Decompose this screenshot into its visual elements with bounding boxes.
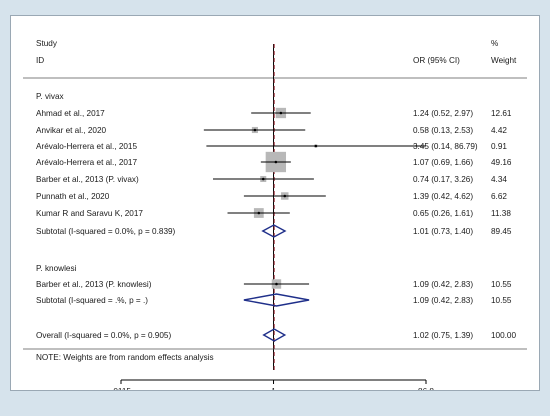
study-label: Anvikar et al., 2020	[36, 126, 107, 135]
study-label: Arévalo-Herrera et al., 2017	[36, 158, 137, 167]
header-weight: Weight	[491, 56, 517, 65]
study-or-ci: 0.74 (0.17, 3.26)	[413, 175, 473, 184]
study-label: Punnath et al., 2020	[36, 192, 110, 201]
subtotal-label: Subtotal (I-squared = 0.0%, p = 0.839)	[36, 227, 176, 236]
subtotal-diamond	[261, 224, 287, 238]
subtotal-diamond	[243, 293, 310, 307]
weights-note: NOTE: Weights are from random effects an…	[36, 353, 214, 362]
study-weight: 10.55	[491, 280, 512, 289]
study-or-ci: 1.07 (0.69, 1.66)	[413, 158, 473, 167]
study-label: Arévalo-Herrera et al., 2015	[36, 142, 137, 151]
x-tick-label: 86.8	[418, 387, 434, 390]
study-point	[279, 111, 283, 115]
subtotal-label: Subtotal (I-squared = .%, p = .)	[36, 296, 148, 305]
study-point	[261, 177, 265, 181]
study-point	[314, 144, 318, 148]
group-heading: P. vivax	[36, 92, 64, 101]
study-or-ci: 1.24 (0.52, 2.97)	[413, 109, 473, 118]
study-or-ci: 0.58 (0.13, 2.53)	[413, 126, 473, 135]
study-weight: 12.61	[491, 109, 512, 118]
study-point	[275, 282, 278, 286]
study-or-ci: 3.45 (0.14, 86.79)	[413, 142, 478, 151]
subtotal-or-ci: 1.09 (0.42, 2.83)	[413, 296, 473, 305]
overall-or-ci: 1.02 (0.75, 1.39)	[413, 331, 473, 340]
header-weight-pct: %	[491, 39, 498, 48]
study-label: Barber et al., 2013 (P. knowlesi)	[36, 280, 152, 289]
overall-diamond	[262, 328, 287, 342]
study-point	[283, 194, 287, 198]
header-study: Study	[36, 39, 58, 48]
group-heading: P. knowlesi	[36, 264, 77, 273]
study-or-ci: 0.65 (0.26, 1.61)	[413, 209, 473, 218]
study-label: Barber et al., 2013 (P. vivax)	[36, 175, 139, 184]
study-or-ci: 1.09 (0.42, 2.83)	[413, 280, 473, 289]
header-or-ci: OR (95% CI)	[413, 56, 460, 65]
study-weight: 11.38	[491, 209, 511, 218]
study-weight: 49.16	[491, 158, 512, 167]
header-id: ID	[36, 56, 44, 65]
study-label: Kumar R and Saravu K, 2017	[36, 209, 143, 218]
subtotal-weight: 10.55	[491, 296, 512, 305]
subtotal-weight: 89.45	[491, 227, 512, 236]
study-label: Ahmad et al., 2017	[36, 109, 105, 118]
study-or-ci: 1.39 (0.42, 4.62)	[413, 192, 473, 201]
overall-weight: 100.00	[491, 331, 516, 340]
x-tick-label: .0115	[111, 387, 131, 390]
forest-plot: Study ID OR (95% CI)% Weight P. vivax Ahmad e…	[23, 39, 527, 390]
forest-plot-panel: Study ID OR (95% CI)% Weight P. vivax Ahmad e…	[10, 15, 540, 391]
study-point	[257, 211, 261, 215]
overall-label: Overall (I-squared = 0.0%, p = 0.905)	[36, 331, 171, 340]
x-tick-label: 1	[271, 387, 276, 390]
study-weight: 4.34	[491, 175, 507, 184]
subtotal-or-ci: 1.01 (0.73, 1.40)	[413, 227, 473, 236]
study-point	[274, 160, 278, 164]
study-weight: 6.62	[491, 192, 507, 201]
study-weight: 4.42	[491, 126, 507, 135]
study-weight: 0.91	[491, 142, 507, 151]
study-point	[253, 128, 257, 132]
